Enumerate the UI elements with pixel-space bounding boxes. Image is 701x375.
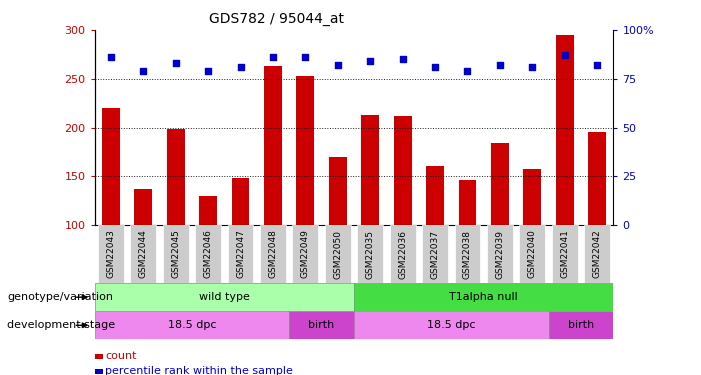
- Text: genotype/variation: genotype/variation: [7, 292, 113, 302]
- Bar: [98, 225, 124, 283]
- Text: birth: birth: [568, 320, 594, 330]
- Point: [397, 56, 408, 62]
- Bar: [199, 196, 217, 225]
- Point: [300, 54, 311, 60]
- Bar: [102, 108, 120, 225]
- Bar: [325, 225, 350, 283]
- Bar: [458, 180, 477, 225]
- Bar: [95, 311, 290, 339]
- Point: [462, 68, 473, 74]
- Bar: [228, 225, 254, 283]
- Bar: [167, 129, 184, 225]
- Bar: [394, 116, 411, 225]
- Text: GSM22050: GSM22050: [333, 230, 342, 279]
- Point: [267, 54, 278, 60]
- Point: [494, 62, 505, 68]
- Text: GSM22044: GSM22044: [139, 230, 148, 278]
- Bar: [524, 170, 541, 225]
- Point: [203, 68, 214, 74]
- Bar: [454, 225, 480, 283]
- Bar: [584, 225, 610, 283]
- Text: GSM22042: GSM22042: [592, 230, 601, 278]
- Point: [430, 64, 441, 70]
- Bar: [95, 354, 103, 358]
- Text: GSM22048: GSM22048: [268, 230, 278, 279]
- Text: GSM22045: GSM22045: [171, 230, 180, 279]
- Bar: [354, 311, 549, 339]
- Bar: [130, 225, 156, 283]
- Bar: [361, 115, 379, 225]
- Text: birth: birth: [308, 320, 334, 330]
- Text: GSM22035: GSM22035: [366, 230, 375, 279]
- Text: 18.5 dpc: 18.5 dpc: [427, 320, 475, 330]
- Bar: [588, 132, 606, 225]
- Text: GSM22039: GSM22039: [496, 230, 505, 279]
- Point: [170, 60, 182, 66]
- Title: GDS782 / 95044_at: GDS782 / 95044_at: [209, 12, 343, 26]
- Bar: [491, 143, 509, 225]
- Text: GSM22038: GSM22038: [463, 230, 472, 279]
- Point: [365, 58, 376, 64]
- Bar: [264, 66, 282, 225]
- Bar: [329, 157, 347, 225]
- Point: [332, 62, 343, 68]
- Bar: [358, 225, 383, 283]
- Text: GSM22049: GSM22049: [301, 230, 310, 279]
- Bar: [163, 225, 189, 283]
- Text: count: count: [105, 351, 137, 361]
- Text: GSM22046: GSM22046: [203, 230, 212, 279]
- Bar: [135, 189, 152, 225]
- Bar: [290, 311, 354, 339]
- Bar: [260, 225, 286, 283]
- Bar: [95, 369, 103, 374]
- Point: [235, 64, 246, 70]
- Bar: [231, 178, 250, 225]
- Bar: [354, 283, 613, 311]
- Text: development stage: development stage: [7, 320, 115, 330]
- Point: [526, 64, 538, 70]
- Bar: [426, 165, 444, 225]
- Bar: [195, 225, 221, 283]
- Bar: [292, 225, 318, 283]
- Bar: [519, 225, 545, 283]
- Text: 18.5 dpc: 18.5 dpc: [168, 320, 216, 330]
- Text: GSM22040: GSM22040: [528, 230, 537, 279]
- Bar: [422, 225, 448, 283]
- Bar: [95, 283, 354, 311]
- Text: GSM22036: GSM22036: [398, 230, 407, 279]
- Text: GSM22047: GSM22047: [236, 230, 245, 279]
- Point: [592, 62, 603, 68]
- Point: [559, 53, 571, 58]
- Point: [105, 54, 116, 60]
- Bar: [556, 35, 573, 225]
- Bar: [487, 225, 513, 283]
- Bar: [552, 225, 578, 283]
- Text: GSM22041: GSM22041: [560, 230, 569, 279]
- Bar: [297, 76, 314, 225]
- Text: T1alpha null: T1alpha null: [449, 292, 518, 302]
- Point: [137, 68, 149, 74]
- Bar: [390, 225, 416, 283]
- Text: wild type: wild type: [199, 292, 250, 302]
- Text: percentile rank within the sample: percentile rank within the sample: [105, 366, 293, 375]
- Bar: [549, 311, 613, 339]
- Text: GSM22037: GSM22037: [430, 230, 440, 279]
- Text: GSM22043: GSM22043: [107, 230, 116, 279]
